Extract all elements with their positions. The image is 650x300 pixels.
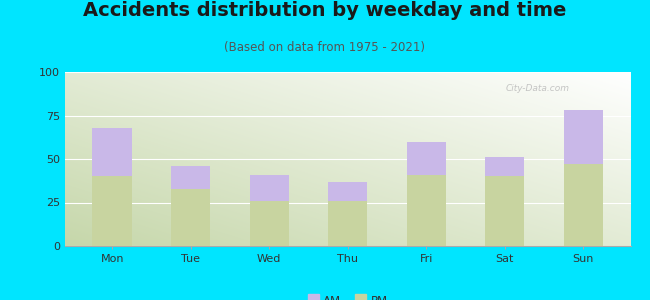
Bar [407,142,446,175]
Bar [564,110,603,164]
Bar [171,166,211,189]
Text: Accidents distribution by weekday and time: Accidents distribution by weekday and ti… [83,2,567,20]
Text: City-Data.com: City-Data.com [506,84,570,93]
Legend: AM, PM: AM, PM [303,290,393,300]
Bar [92,128,132,176]
Bar [171,189,211,246]
Bar [92,176,132,246]
Bar [250,201,289,246]
Bar [328,201,367,246]
Bar [328,182,367,201]
Bar [407,175,446,246]
Text: (Based on data from 1975 - 2021): (Based on data from 1975 - 2021) [224,40,426,53]
Bar [485,176,525,246]
Bar [250,175,289,201]
Bar [485,157,525,176]
Bar [564,164,603,246]
